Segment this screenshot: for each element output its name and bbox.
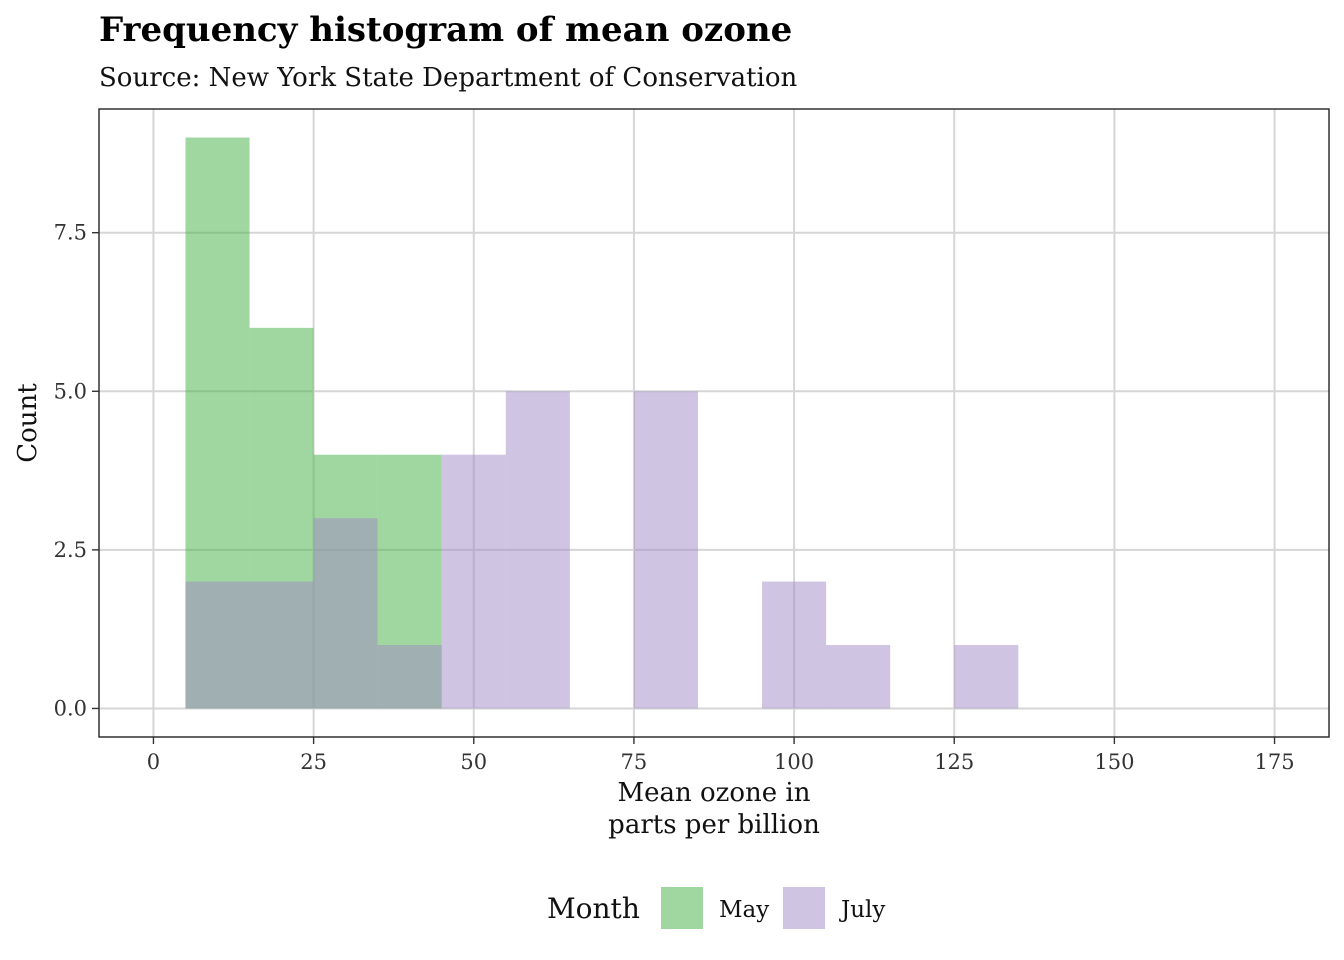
bar-july — [954, 645, 1019, 709]
chart-subtitle: Source: New York State Department of Con… — [99, 63, 797, 93]
bar-july — [633, 391, 698, 709]
x-tick-label: 25 — [300, 750, 327, 774]
x-tick-label: 75 — [621, 750, 648, 774]
bar-july — [826, 645, 891, 709]
bar-july — [377, 645, 442, 709]
bar-july — [762, 581, 827, 709]
y-tick-label: 7.5 — [54, 221, 87, 245]
x-tick-label: 175 — [1255, 750, 1295, 774]
legend-key-may — [661, 887, 703, 929]
x-tick-label: 0 — [147, 750, 160, 774]
chart-title: Frequency histogram of mean ozone — [99, 10, 792, 50]
x-tick-label: 50 — [460, 750, 487, 774]
x-axis-title: Mean ozone in parts per billion — [608, 778, 820, 840]
x-tick-label: 125 — [934, 750, 974, 774]
y-axis-title: Count — [13, 383, 43, 463]
legend-key-july — [783, 887, 825, 929]
legend-label-july: July — [839, 897, 885, 923]
bar-july — [313, 518, 378, 709]
y-tick-label: 5.0 — [54, 379, 87, 403]
bar-july — [505, 391, 570, 709]
legend: Month May July — [547, 887, 885, 929]
bars — [185, 137, 1019, 709]
x-axis-title-line: parts per billion — [608, 810, 820, 840]
bar-july — [441, 454, 506, 709]
axis-ticks: 0 25 50 75 100 125 150 175 0.0 2.5 5.0 7.5 — [54, 221, 1295, 774]
y-tick-label: 2.5 — [54, 538, 87, 562]
legend-items: May July — [661, 887, 885, 929]
x-tick-label: 100 — [774, 750, 814, 774]
plot-panel-border — [98, 108, 1330, 738]
legend-label-may: May — [719, 897, 769, 923]
bar-july — [249, 581, 314, 709]
x-tick-label: 150 — [1094, 750, 1134, 774]
x-axis-title-line: Mean ozone in — [618, 778, 811, 808]
legend-title: Month — [547, 892, 640, 925]
y-tick-label: 0.0 — [54, 696, 87, 720]
bar-july — [185, 581, 250, 709]
